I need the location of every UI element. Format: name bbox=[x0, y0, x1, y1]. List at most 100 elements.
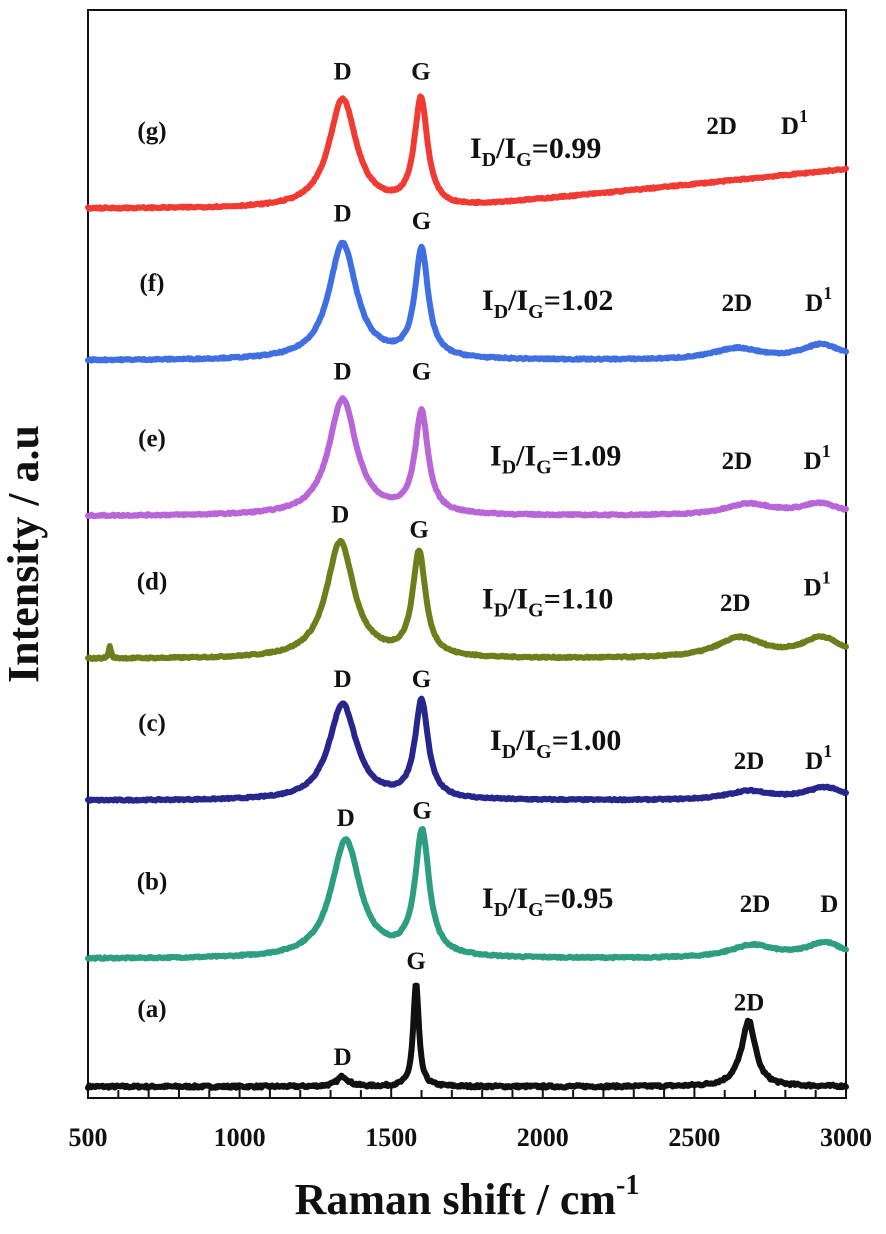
peak-label-text: 2D bbox=[734, 748, 765, 775]
ratio-equals: = bbox=[552, 724, 569, 757]
peak-label-text: D bbox=[804, 448, 822, 475]
peak-label-text: G bbox=[409, 517, 428, 544]
peak-label-text: 2D bbox=[722, 290, 753, 317]
peak-label: G bbox=[406, 948, 425, 975]
ratio-i: I bbox=[470, 132, 482, 165]
ratio-i2: I bbox=[504, 132, 516, 165]
peak-label: 2D bbox=[720, 590, 751, 617]
peak-label: D bbox=[820, 891, 838, 918]
peak-label: G bbox=[412, 358, 431, 385]
intensity-ratio-label: ID/IG=1.02 bbox=[482, 284, 613, 323]
peak-label-text: 2D bbox=[720, 590, 751, 617]
peak-label-text: 2D bbox=[706, 113, 737, 140]
ratio-equals: = bbox=[544, 284, 561, 317]
peak-label-text: 2D bbox=[722, 448, 753, 475]
peak-label: D bbox=[334, 358, 352, 385]
peak-label: D bbox=[331, 501, 349, 528]
ratio-equals: = bbox=[544, 582, 561, 615]
peak-label-text: G bbox=[411, 59, 430, 86]
plot-frame bbox=[87, 9, 847, 1099]
x-tick-label: 1500 bbox=[365, 1123, 417, 1152]
ratio-d-subscript: D bbox=[502, 741, 516, 763]
y-axis-title: Intensity / a.u bbox=[0, 425, 48, 683]
ratio-slash: / bbox=[507, 882, 517, 915]
peak-label: D1 bbox=[804, 441, 831, 475]
ratio-slash: / bbox=[515, 439, 525, 472]
ratio-d-subscript: D bbox=[502, 456, 516, 478]
peak-label-text: D bbox=[337, 805, 355, 832]
ratio-d-subscript: D bbox=[482, 149, 496, 171]
peak-label-text: D bbox=[331, 501, 349, 528]
ratio-slash: / bbox=[515, 724, 525, 757]
panel-label: (a) bbox=[137, 996, 166, 1023]
peak-label-text: D bbox=[820, 891, 838, 918]
peak-label: D bbox=[337, 805, 355, 832]
ratio-equals: = bbox=[544, 882, 561, 915]
intensity-ratio-label: ID/IG=0.95 bbox=[482, 882, 613, 921]
ratio-g-subscript: G bbox=[536, 456, 552, 478]
peak-label-text: G bbox=[406, 948, 425, 975]
peak-label: G bbox=[409, 517, 428, 544]
panel-label: (g) bbox=[137, 118, 166, 145]
x-tick-label: 1000 bbox=[214, 1123, 266, 1152]
ratio-g-subscript: G bbox=[528, 301, 544, 323]
ratio-value: 1.00 bbox=[569, 724, 622, 757]
ratio-d-subscript: D bbox=[494, 301, 508, 323]
intensity-ratio-label: ID/IG=1.10 bbox=[482, 582, 613, 621]
panel-label: (e) bbox=[138, 425, 166, 452]
spectrum-line-2 bbox=[85, 695, 849, 804]
panel-label: (f) bbox=[140, 270, 165, 297]
peak-label: 2D bbox=[734, 748, 765, 775]
peak-label: G bbox=[412, 208, 431, 235]
ratio-g-subscript: G bbox=[528, 599, 544, 621]
intensity-ratio-label: ID/IG=1.09 bbox=[490, 439, 621, 478]
ratio-d-subscript: D bbox=[494, 599, 508, 621]
spectrum-line-6 bbox=[85, 93, 849, 212]
spectrum-line-5 bbox=[85, 239, 849, 364]
ratio-slash: / bbox=[507, 582, 517, 615]
x-tick-label: 2500 bbox=[668, 1123, 720, 1152]
series-layer bbox=[85, 93, 849, 1091]
ratio-i: I bbox=[482, 284, 494, 317]
x-axis-title: Raman shift / cm-1 bbox=[295, 1170, 640, 1224]
ratio-slash: / bbox=[507, 284, 517, 317]
ratio-i2: I bbox=[516, 284, 528, 317]
peak-label-text: 2D bbox=[740, 891, 771, 918]
peak-label-superscript: 1 bbox=[822, 568, 831, 588]
peak-label: D bbox=[334, 200, 352, 227]
peak-label: 2D bbox=[734, 990, 765, 1017]
peak-label-superscript: 1 bbox=[823, 741, 832, 761]
peak-label-superscript: 1 bbox=[822, 441, 831, 461]
panel-label: (d) bbox=[137, 568, 168, 595]
peak-label-text: G bbox=[412, 358, 431, 385]
peak-label: 2D bbox=[722, 290, 753, 317]
peak-label: D bbox=[334, 666, 352, 693]
ratio-value: 1.09 bbox=[569, 439, 622, 472]
ratio-i: I bbox=[482, 582, 494, 615]
ratio-g-subscript: G bbox=[516, 149, 532, 171]
peak-label: D bbox=[334, 59, 352, 86]
peak-label-text: G bbox=[412, 208, 431, 235]
peak-label-text: D bbox=[334, 59, 352, 86]
peak-label-superscript: 1 bbox=[799, 106, 808, 126]
ratio-value: 0.99 bbox=[549, 132, 602, 165]
peak-label: D1 bbox=[805, 283, 832, 317]
peak-label-text: D bbox=[805, 748, 823, 775]
ratio-g-subscript: G bbox=[536, 741, 552, 763]
peak-label: G bbox=[412, 666, 431, 693]
peak-label: 2D bbox=[722, 448, 753, 475]
x-axis-title-text: Raman shift / cm bbox=[295, 1175, 616, 1224]
ratio-i2: I bbox=[524, 439, 536, 472]
peak-label: D1 bbox=[805, 741, 832, 775]
peak-label-text: D bbox=[805, 290, 823, 317]
peak-label: D bbox=[334, 1044, 352, 1071]
peak-label: 2D bbox=[706, 113, 737, 140]
intensity-ratio-label: ID/IG=0.99 bbox=[470, 132, 601, 171]
peak-label-text: D bbox=[781, 113, 799, 140]
peak-label-text: D bbox=[334, 358, 352, 385]
peak-label: D1 bbox=[804, 568, 831, 602]
ratio-i: I bbox=[482, 882, 494, 915]
peak-label-text: G bbox=[412, 666, 431, 693]
